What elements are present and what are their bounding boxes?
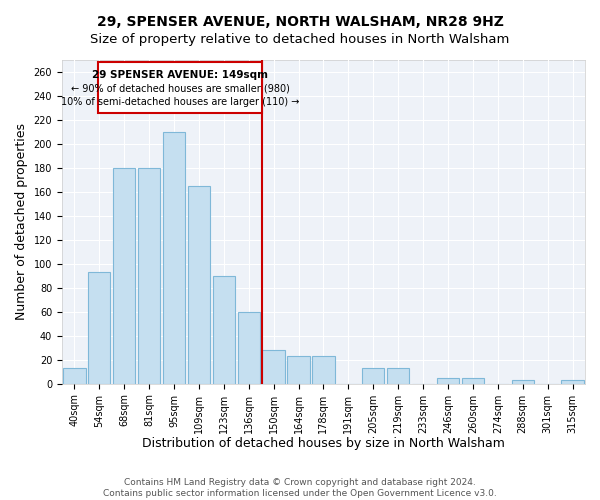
- Bar: [188, 186, 210, 384]
- Bar: [212, 276, 235, 384]
- Text: 29, SPENSER AVENUE, NORTH WALSHAM, NR28 9HZ: 29, SPENSER AVENUE, NORTH WALSHAM, NR28 …: [97, 15, 503, 29]
- Bar: [312, 356, 335, 384]
- Bar: [512, 380, 534, 384]
- Bar: [63, 368, 86, 384]
- Bar: [287, 356, 310, 384]
- Bar: [88, 272, 110, 384]
- Bar: [461, 378, 484, 384]
- Text: Contains HM Land Registry data © Crown copyright and database right 2024.
Contai: Contains HM Land Registry data © Crown c…: [103, 478, 497, 498]
- Bar: [562, 380, 584, 384]
- Y-axis label: Number of detached properties: Number of detached properties: [15, 124, 28, 320]
- Text: 10% of semi-detached houses are larger (110) →: 10% of semi-detached houses are larger (…: [61, 97, 299, 107]
- Bar: [362, 368, 385, 384]
- Text: Size of property relative to detached houses in North Walsham: Size of property relative to detached ho…: [91, 32, 509, 46]
- Bar: [387, 368, 409, 384]
- Bar: [113, 168, 136, 384]
- Text: ← 90% of detached houses are smaller (980): ← 90% of detached houses are smaller (98…: [71, 84, 290, 94]
- Bar: [163, 132, 185, 384]
- Bar: [98, 62, 262, 113]
- Bar: [138, 168, 160, 384]
- X-axis label: Distribution of detached houses by size in North Walsham: Distribution of detached houses by size …: [142, 437, 505, 450]
- Bar: [238, 312, 260, 384]
- Bar: [262, 350, 285, 384]
- Text: 29 SPENSER AVENUE: 149sqm: 29 SPENSER AVENUE: 149sqm: [92, 70, 268, 80]
- Bar: [437, 378, 459, 384]
